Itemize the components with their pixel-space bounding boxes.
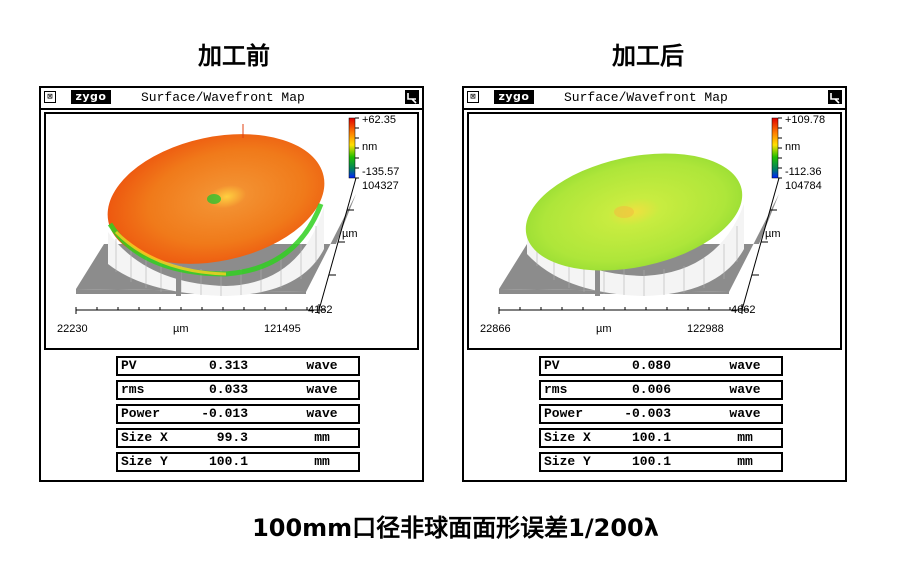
stat-row-size-y: Size Y 100.1 mm xyxy=(116,452,360,472)
colorbar-max: +62.35 xyxy=(362,114,396,126)
window-titlebar[interactable]: ⊠ zygo Surface/Wavefront Map xyxy=(41,88,422,110)
x-axis-unit: µm xyxy=(596,323,612,335)
surface-plot-svg xyxy=(75,117,359,314)
stat-value: 0.006 xyxy=(631,382,671,397)
window-titlebar[interactable]: ⊠ zygo Surface/Wavefront Map xyxy=(464,88,845,110)
stat-value: 100.1 xyxy=(631,430,671,445)
caption-before: 加工前 xyxy=(198,42,270,70)
stat-label: Power xyxy=(544,406,584,421)
stats-table: PV 0.313 wave rms 0.033 wave Power -0.013 wave… xyxy=(116,356,360,476)
stat-value: 0.313 xyxy=(208,358,248,373)
stats-table: PV 0.080 wave rms 0.006 wave Power -0.003 wave… xyxy=(539,356,783,476)
footer-caption: 100mm口径非球面面形误差1/200λ xyxy=(252,514,659,542)
stat-value: 0.033 xyxy=(208,382,248,397)
y-axis-start: 4182 xyxy=(308,304,333,316)
stat-label: Size Y xyxy=(121,454,168,469)
stat-label: Size Y xyxy=(544,454,591,469)
window-title: Surface/Wavefront Map xyxy=(141,90,305,105)
stat-row-power: Power -0.003 wave xyxy=(539,404,783,424)
colorbar-unit: nm xyxy=(785,141,801,153)
stat-row-size-x: Size X 100.1 mm xyxy=(539,428,783,448)
stat-label: Size X xyxy=(121,430,168,445)
stat-row-power: Power -0.013 wave xyxy=(116,404,360,424)
y-axis-unit: µm xyxy=(765,228,781,240)
stat-value: -0.003 xyxy=(624,406,671,421)
caption-after: 加工后 xyxy=(612,42,684,70)
colorbar-unit: nm xyxy=(362,141,378,153)
x-axis-end: 121495 xyxy=(264,323,301,335)
colorbar-extra: 104784 xyxy=(785,180,822,192)
surface-plot-svg xyxy=(498,117,782,314)
stat-unit: wave xyxy=(306,358,338,373)
close-box-icon[interactable]: ⊠ xyxy=(467,91,479,103)
stat-unit: mm xyxy=(314,430,330,445)
stat-label: rms xyxy=(544,382,568,397)
colorbar-min: -135.57 xyxy=(362,166,400,178)
stat-label: Power xyxy=(121,406,161,421)
resize-arrow-icon[interactable] xyxy=(405,90,419,104)
stat-row-pv: PV 0.080 wave xyxy=(539,356,783,376)
stat-unit: mm xyxy=(737,454,753,469)
colorbar-max: +109.78 xyxy=(785,114,826,126)
x-axis-start: 22230 xyxy=(57,323,88,335)
window-title: Surface/Wavefront Map xyxy=(564,90,728,105)
stat-value: 100.1 xyxy=(208,454,248,469)
stat-label: PV xyxy=(121,358,137,373)
stat-unit: wave xyxy=(729,358,761,373)
stat-value: 0.080 xyxy=(631,358,671,373)
surface-plot-3d: +109.78 nm -112.36 104784 µm 4662 22866 … xyxy=(467,112,842,350)
stat-unit: wave xyxy=(306,382,338,397)
stat-row-size-y: Size Y 100.1 mm xyxy=(539,452,783,472)
x-axis-end: 122988 xyxy=(687,323,724,335)
zygo-logo: zygo xyxy=(494,90,534,104)
colorbar-min: -112.36 xyxy=(785,166,822,178)
stat-unit: wave xyxy=(729,406,761,421)
zygo-logo: zygo xyxy=(71,90,111,104)
colorbar-extra: 104327 xyxy=(362,180,399,192)
stat-row-pv: PV 0.313 wave xyxy=(116,356,360,376)
surface-plot-3d: +62.35 nm -135.57 104327 µm 4182 22230 µ… xyxy=(44,112,419,350)
stat-unit: wave xyxy=(729,382,761,397)
stat-row-rms: rms 0.006 wave xyxy=(539,380,783,400)
surface-map-window-before: ⊠ zygo Surface/Wavefront Map xyxy=(39,86,424,482)
stat-value: -0.013 xyxy=(201,406,248,421)
stat-row-size-x: Size X 99.3 mm xyxy=(116,428,360,448)
y-axis-start: 4662 xyxy=(731,304,756,316)
close-box-icon[interactable]: ⊠ xyxy=(44,91,56,103)
stat-value: 99.3 xyxy=(216,430,248,445)
stat-value: 100.1 xyxy=(631,454,671,469)
stat-row-rms: rms 0.033 wave xyxy=(116,380,360,400)
stat-label: rms xyxy=(121,382,145,397)
stat-label: Size X xyxy=(544,430,591,445)
stat-label: PV xyxy=(544,358,560,373)
x-axis-unit: µm xyxy=(173,323,189,335)
stat-unit: mm xyxy=(737,430,753,445)
x-axis-start: 22866 xyxy=(480,323,511,335)
resize-arrow-icon[interactable] xyxy=(828,90,842,104)
stat-unit: wave xyxy=(306,406,338,421)
y-axis-unit: µm xyxy=(342,228,358,240)
surface-map-window-after: ⊠ zygo Surface/Wavefront Map xyxy=(462,86,847,482)
stat-unit: mm xyxy=(314,454,330,469)
